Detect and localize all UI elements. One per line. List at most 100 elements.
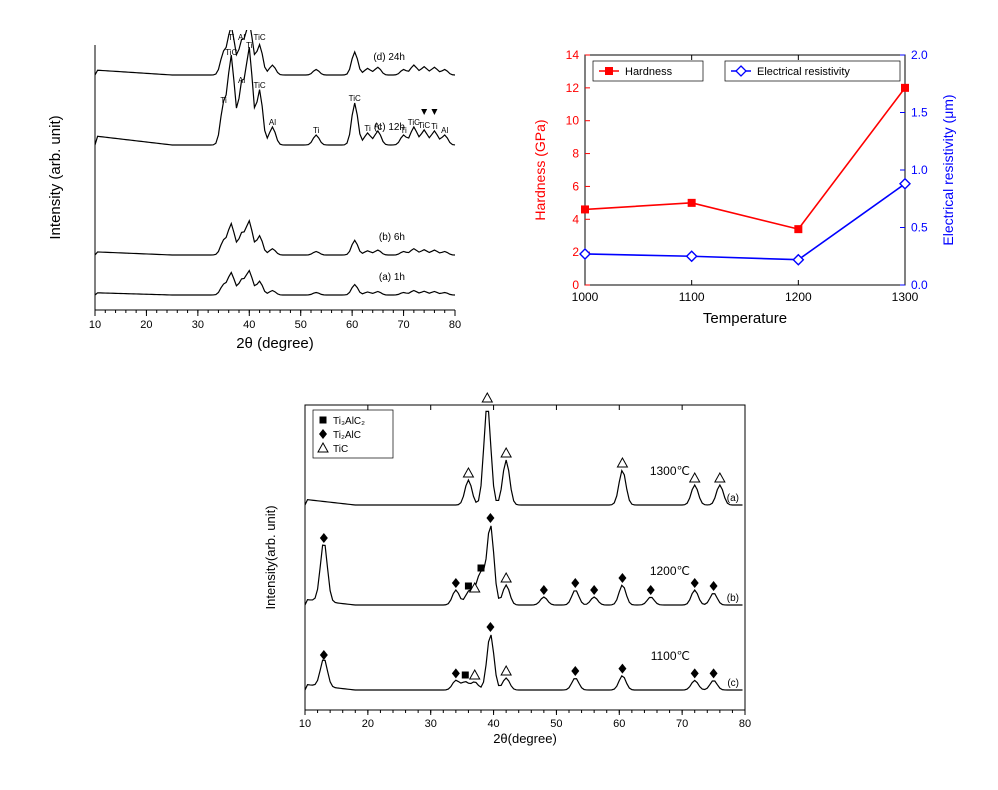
legend-label: Electrical resistivity (757, 66, 850, 78)
svg-text:12: 12 (566, 81, 580, 95)
square-marker (688, 199, 696, 207)
peak-label: Ti (220, 96, 227, 105)
square-marker (901, 84, 909, 92)
diamond-icon (486, 513, 494, 523)
svg-text:20: 20 (140, 319, 152, 331)
x-axis-label: Temperature (703, 310, 787, 327)
xrd-milling-time-chart: 10203040506070802θ (degree)Intensity (ar… (40, 30, 470, 360)
svg-text:1.5: 1.5 (911, 106, 928, 120)
diamond-icon (691, 578, 699, 588)
triangle-icon (501, 573, 511, 582)
trace-label: (a) 1h (379, 272, 405, 283)
svg-text:Al: Al (238, 33, 245, 42)
svg-text:10: 10 (299, 718, 311, 730)
square-marker (794, 225, 802, 233)
diamond-icon (590, 585, 598, 595)
hardness-resistivity-chart: 1000110012001300024681012140.00.51.01.52… (520, 35, 970, 340)
peak-label: Al (374, 122, 381, 131)
svg-text:40: 40 (243, 319, 255, 331)
svg-text:20: 20 (362, 718, 374, 730)
svg-text:1000: 1000 (572, 290, 599, 304)
triangle-icon (501, 666, 511, 675)
triangle-icon (617, 458, 627, 467)
series-line (585, 184, 905, 260)
diamond-icon (618, 573, 626, 583)
peak-label: Al (269, 118, 276, 127)
svg-text:0.0: 0.0 (911, 278, 928, 292)
svg-text:30: 30 (425, 718, 437, 730)
diamond-marker (580, 249, 590, 259)
y-left-label: Hardness (GPa) (532, 119, 548, 220)
diamond-marker (793, 255, 803, 265)
peak-label: Ti (431, 122, 438, 131)
y-axis-label: Intensity (arb. unit) (47, 115, 64, 239)
triangle-icon (482, 393, 492, 402)
svg-text:60: 60 (613, 718, 625, 730)
svg-text:Ti: Ti (228, 33, 235, 42)
legend-label: Ti₂AlC (333, 430, 361, 441)
temperature-label: 1200℃ (650, 564, 690, 578)
x-axis-label: 2θ(degree) (493, 731, 557, 746)
diamond-icon (452, 668, 460, 678)
diamond-icon (618, 664, 626, 674)
svg-text:50: 50 (295, 319, 307, 331)
svg-text:1300: 1300 (892, 290, 919, 304)
square-icon (462, 672, 469, 679)
peak-label: TiC (349, 94, 361, 103)
triangle-icon (470, 670, 480, 679)
svg-text:6: 6 (572, 179, 579, 193)
peak-label: Al (238, 76, 245, 85)
svg-text:1200: 1200 (785, 290, 812, 304)
svg-text:40: 40 (487, 718, 499, 730)
square-icon (465, 583, 472, 590)
x-axis-label: 2θ (degree) (236, 335, 314, 352)
triangle-icon (463, 468, 473, 477)
legend-label: Ti₃AlC₂ (333, 416, 365, 427)
square-icon (320, 417, 327, 424)
xrd-temperature-chart: 10 20 30 40 50 60 70 80 2θ(degree) Intensity(arb.… (245, 390, 765, 765)
peak-label: Ti (246, 41, 253, 50)
peak-label: TiC (418, 121, 430, 130)
svg-text:4: 4 (572, 212, 579, 226)
diamond-icon (710, 668, 718, 678)
diamond-marker (900, 179, 910, 189)
triangle-icon (690, 473, 700, 482)
diamond-icon (540, 585, 548, 595)
trace-label: (b) 6h (379, 232, 405, 243)
svg-text:2: 2 (572, 245, 579, 259)
diamond-icon (320, 533, 328, 543)
svg-text:50: 50 (550, 718, 562, 730)
svg-text:70: 70 (676, 718, 688, 730)
diamond-icon (452, 578, 460, 588)
diamond-icon (320, 650, 328, 660)
diamond-icon (691, 668, 699, 678)
diamond-icon (486, 622, 494, 632)
trace-label: (d) 24h (373, 52, 405, 63)
triangle-icon (715, 473, 725, 482)
svg-text:10: 10 (566, 114, 580, 128)
peak-label: Ti (364, 124, 371, 133)
svg-text:60: 60 (346, 319, 358, 331)
diamond-icon (571, 666, 579, 676)
diamond-icon (710, 581, 718, 591)
trace-label: (b) (727, 593, 739, 604)
svg-text:70: 70 (397, 319, 409, 331)
svg-text:8: 8 (572, 147, 579, 161)
trace-label: (a) (727, 493, 739, 504)
svg-text:0: 0 (572, 278, 579, 292)
trace-label: (c) (727, 678, 739, 689)
svg-text:30: 30 (192, 319, 204, 331)
series-line (585, 88, 905, 229)
svg-text:80: 80 (449, 319, 461, 331)
svg-text:14: 14 (566, 48, 580, 62)
square-marker (581, 205, 589, 213)
triangle-icon (501, 448, 511, 457)
peak-label: TiC (253, 81, 265, 90)
temperature-label: 1300℃ (650, 464, 690, 478)
svg-text:80: 80 (739, 718, 751, 730)
svg-text:1100: 1100 (679, 290, 705, 304)
peak-label: Ti (400, 126, 407, 135)
y-axis-label: Intensity(arb. unit) (263, 505, 278, 609)
diamond-marker (687, 251, 697, 261)
svg-text:2.0: 2.0 (911, 48, 928, 62)
